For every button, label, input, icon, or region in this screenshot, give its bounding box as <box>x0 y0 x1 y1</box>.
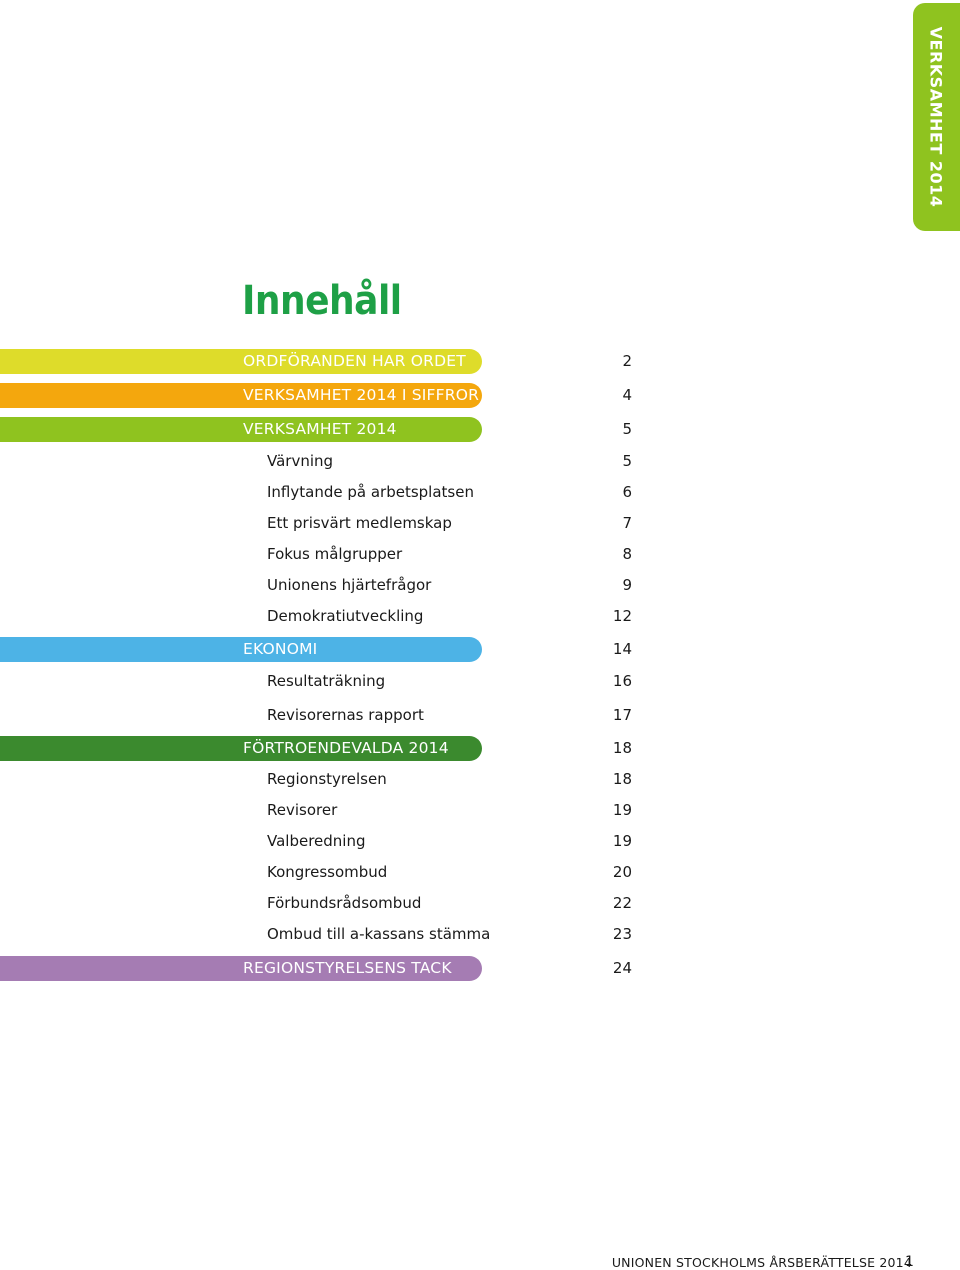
toc-section-row[interactable]: VERKSAMHET 2014 5 <box>0 417 640 442</box>
toc-section-label: FÖRTROENDEVALDA 2014 <box>243 739 449 757</box>
toc-section-label: EKONOMI <box>243 640 318 658</box>
toc-page-number: 17 <box>612 706 632 724</box>
toc-section-row[interactable]: FÖRTROENDEVALDA 2014 18 <box>0 736 640 761</box>
section-color-bar <box>0 383 482 408</box>
toc-page-number: 23 <box>612 925 632 943</box>
toc-entry-label: Unionens hjärtefrågor <box>267 576 432 594</box>
section-tab-label: VERKSAMHET 2014 <box>926 26 946 208</box>
toc-page-number: 2 <box>622 352 632 370</box>
toc-page-number: 5 <box>622 420 632 438</box>
toc-entry-label: Resultaträkning <box>267 672 386 690</box>
toc-page-number: 9 <box>622 576 632 594</box>
section-color-bar <box>0 417 482 442</box>
toc-section-label: ORDFÖRANDEN HAR ORDET <box>243 352 466 370</box>
section-color-bar <box>0 349 482 374</box>
toc-entry-row[interactable]: Valberedning 19 <box>0 829 640 854</box>
toc-entry-label: Demokratiutveckling <box>267 607 424 625</box>
toc-section-row[interactable]: VERKSAMHET 2014 I SIFFROR 4 <box>0 383 640 408</box>
toc-entry-row[interactable]: Regionstyrelsen 18 <box>0 767 640 792</box>
toc-entry-label: Inflytande på arbetsplatsen <box>267 483 474 501</box>
toc-entry-label: Kongressombud <box>267 863 388 881</box>
footer-page-number: 1 <box>905 1254 914 1270</box>
section-color-bar <box>0 956 482 981</box>
toc-entry-label: Ett prisvärt medlemskap <box>267 514 452 532</box>
section-color-bar <box>0 736 482 761</box>
toc-entry-label: Förbundsrådsombud <box>267 894 422 912</box>
toc-section-label: REGIONSTYRELSENS TACK <box>243 959 452 977</box>
toc-page-number: 5 <box>622 452 632 470</box>
toc-page-number: 20 <box>612 863 632 881</box>
toc-entry-row[interactable]: Revisorer 19 <box>0 798 640 823</box>
toc-entry-row[interactable]: Förbundsrådsombud 22 <box>0 891 640 916</box>
section-tab <box>913 3 960 231</box>
toc-section-row[interactable]: EKONOMI 14 <box>0 637 640 662</box>
toc-entry-label: Värvning <box>267 452 334 470</box>
toc-entry-row[interactable]: Värvning 5 <box>0 449 640 474</box>
toc-entry-row[interactable]: Demokratiutveckling 12 <box>0 604 640 629</box>
toc-entry-label: Revisorernas rapport <box>267 706 424 724</box>
toc-entry-row[interactable]: Revisorernas rapport 17 <box>0 703 640 728</box>
section-color-bar <box>0 637 482 662</box>
toc-page-number: 14 <box>612 640 632 658</box>
toc-section-row[interactable]: REGIONSTYRELSENS TACK 24 <box>0 956 640 981</box>
toc-entry-label: Fokus målgrupper <box>267 545 403 563</box>
toc-page-number: 18 <box>612 739 632 757</box>
toc-entry-row[interactable]: Unionens hjärtefrågor 9 <box>0 573 640 598</box>
toc-page-number: 19 <box>612 801 632 819</box>
toc-page-number: 24 <box>612 959 632 977</box>
toc-entry-row[interactable]: Ett prisvärt medlemskap 7 <box>0 511 640 536</box>
toc-section-row[interactable]: ORDFÖRANDEN HAR ORDET 2 <box>0 349 640 374</box>
toc-page-number: 19 <box>612 832 632 850</box>
toc-entry-row[interactable]: Fokus målgrupper 8 <box>0 542 640 567</box>
toc-page-number: 18 <box>612 770 632 788</box>
toc-entry-row[interactable]: Kongressombud 20 <box>0 860 640 885</box>
toc-entry-label: Revisorer <box>267 801 338 819</box>
toc-entry-row[interactable]: Inflytande på arbetsplatsen 6 <box>0 480 640 505</box>
footer-publication-title: UNIONEN STOCKHOLMS ÅRSBERÄTTELSE 2014 <box>611 1255 912 1270</box>
page-title: Innehåll <box>242 278 402 324</box>
toc-entry-label: Ombud till a-kassans stämma <box>267 925 491 943</box>
toc-section-label: VERKSAMHET 2014 <box>243 420 397 438</box>
toc-entry-label: Valberedning <box>267 832 366 850</box>
toc-page-number: 4 <box>622 386 632 404</box>
toc-section-label: VERKSAMHET 2014 I SIFFROR <box>243 386 480 404</box>
toc-page-number: 16 <box>612 672 632 690</box>
toc-page-number: 7 <box>622 514 632 532</box>
toc-page-number: 12 <box>612 607 632 625</box>
toc-entry-row[interactable]: Ombud till a-kassans stämma 23 <box>0 922 640 947</box>
toc-page-number: 22 <box>612 894 632 912</box>
toc-page-number: 6 <box>622 483 632 501</box>
toc-entry-row[interactable]: Resultaträkning 16 <box>0 669 640 694</box>
toc-page-number: 8 <box>622 545 632 563</box>
toc-entry-label: Regionstyrelsen <box>267 770 387 788</box>
